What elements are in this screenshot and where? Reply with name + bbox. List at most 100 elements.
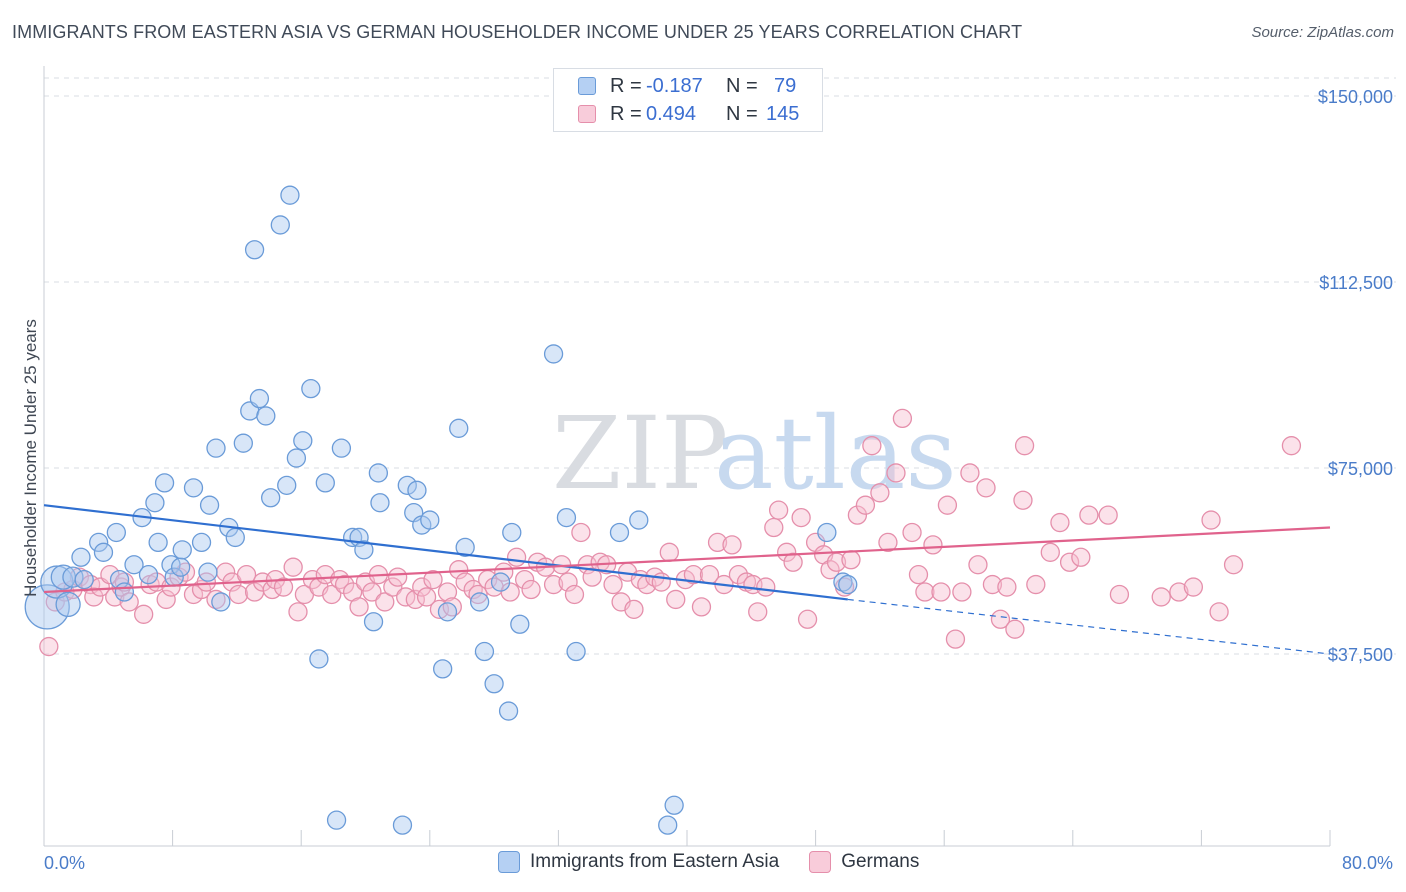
data-point — [683, 564, 704, 585]
data-point — [148, 532, 168, 553]
germans-trend-line — [43, 526, 1331, 594]
data-point — [862, 436, 882, 456]
data-point — [277, 475, 297, 496]
data-point — [455, 572, 475, 592]
legend-n-value: 145 — [766, 102, 800, 125]
data-point — [841, 550, 861, 570]
data-point — [931, 582, 951, 602]
y-tick-label: $150,000 — [1318, 87, 1393, 107]
data-point — [407, 480, 427, 500]
data-point — [768, 500, 789, 520]
data-point — [908, 564, 929, 585]
data-point — [691, 597, 712, 617]
data-point — [191, 532, 212, 553]
series-label-eastern-asia: Immigrants from Eastern Asia — [530, 851, 780, 872]
y-tick-label: $112,500 — [1319, 273, 1393, 293]
data-point — [154, 473, 175, 493]
data-point — [375, 592, 395, 612]
data-point — [437, 602, 458, 622]
data-point — [498, 701, 519, 721]
data-point — [1013, 490, 1033, 510]
data-point — [603, 574, 623, 595]
data-point — [416, 587, 437, 607]
data-point — [510, 614, 530, 634]
data-point — [500, 582, 520, 602]
legend-n-label: N = — [726, 74, 758, 97]
data-point — [1059, 552, 1080, 572]
data-point — [783, 552, 803, 572]
data-point — [838, 574, 858, 595]
data-point — [309, 649, 329, 669]
data-point — [301, 378, 321, 399]
data-point — [199, 495, 220, 515]
legend-swatch-blue — [578, 77, 596, 95]
data-point — [236, 564, 257, 585]
data-point — [624, 599, 644, 620]
data-point — [960, 463, 980, 483]
watermark-atlas: atlas — [714, 395, 957, 512]
data-point — [923, 535, 943, 555]
series-swatch-pink — [809, 851, 832, 873]
legend-row-germans: R = 0.494 N = 145 — [578, 101, 799, 127]
data-point — [134, 604, 154, 624]
data-point — [261, 488, 281, 508]
legend-r-value: 0.494 — [646, 102, 697, 125]
data-point — [791, 507, 811, 528]
eastern-asia-trend-line — [43, 504, 848, 601]
data-point — [521, 579, 541, 600]
data-point — [997, 577, 1017, 597]
series-legend-germans: Germans — [809, 851, 919, 873]
data-point — [293, 431, 313, 451]
data-point — [886, 463, 906, 483]
watermark: ZIP atlas — [552, 395, 957, 512]
data-point — [405, 589, 425, 610]
data-point — [990, 609, 1011, 629]
data-point — [55, 591, 81, 618]
data-point — [945, 629, 966, 649]
data-point — [1109, 584, 1130, 605]
data-point — [354, 540, 374, 560]
data-point — [89, 532, 109, 553]
data-point — [659, 542, 679, 562]
data-point — [270, 215, 290, 235]
data-point — [124, 555, 144, 575]
y-tick-label: $75,000 — [1328, 459, 1393, 479]
data-point — [225, 527, 245, 548]
data-point — [1281, 436, 1302, 456]
data-point — [170, 557, 191, 577]
data-point — [119, 592, 139, 612]
legend-r-label: R = — [610, 74, 642, 97]
data-point — [878, 532, 898, 553]
series-legend-eastern-asia: Immigrants from Eastern Asia — [498, 851, 779, 873]
data-point — [817, 522, 837, 543]
data-point — [349, 597, 369, 617]
data-point — [968, 555, 988, 575]
data-point — [286, 448, 307, 468]
data-point — [256, 406, 276, 426]
data-point — [156, 589, 176, 610]
data-point — [84, 587, 104, 607]
legend-n-label: N = — [726, 102, 758, 125]
data-point — [748, 602, 768, 622]
data-point — [280, 185, 300, 205]
data-point — [666, 589, 686, 610]
data-point — [937, 495, 958, 515]
data-point — [870, 483, 890, 503]
data-point — [334, 574, 355, 595]
data-point — [326, 810, 347, 830]
x-tick-labels: 0.0% 80.0% — [44, 853, 1393, 873]
data-point — [423, 569, 443, 590]
data-point — [1014, 436, 1035, 456]
data-point — [474, 641, 495, 662]
data-point — [902, 522, 922, 543]
data-point — [420, 510, 440, 530]
x-tick-label-max: 80.0% — [1342, 853, 1393, 873]
y-axis-title: Householder Income Under 25 years — [21, 319, 40, 597]
chart-title: IMMIGRANTS FROM EASTERN ASIA VS GERMAN H… — [12, 22, 1023, 42]
data-point — [315, 473, 335, 493]
data-point — [368, 463, 389, 483]
data-point — [196, 572, 217, 592]
data-point — [433, 659, 453, 679]
data-point — [490, 572, 511, 592]
data-point — [892, 408, 913, 429]
